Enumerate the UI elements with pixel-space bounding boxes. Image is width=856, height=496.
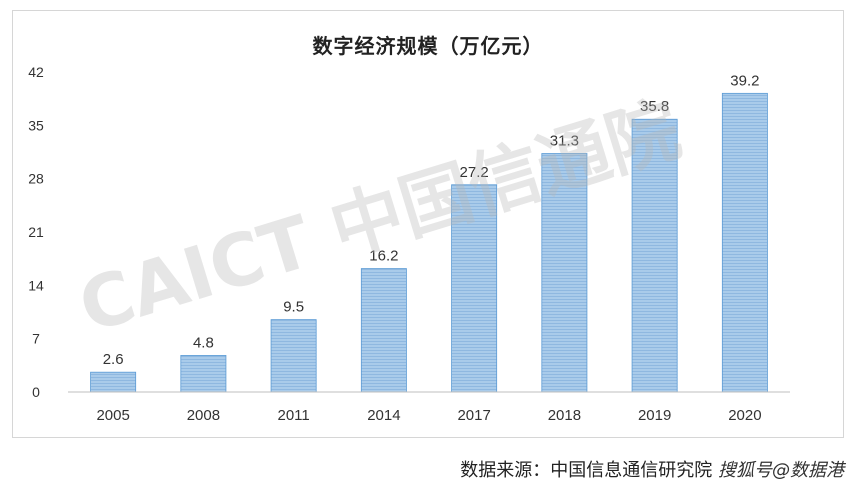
data-label: 39.2 (730, 72, 759, 89)
y-tick-label: 7 (32, 331, 40, 347)
x-tick-label: 2005 (96, 407, 129, 424)
y-tick-label: 28 (28, 171, 44, 187)
data-label: 9.5 (283, 299, 304, 316)
bar-2018 (541, 153, 588, 393)
data-label: 2.6 (103, 351, 124, 368)
x-tick-label: 2020 (728, 407, 761, 424)
source-text: 数据来源：中国信息通信研究院 (460, 460, 713, 481)
data-label: 35.8 (640, 98, 669, 115)
bar-2014 (360, 268, 407, 393)
bar-2005 (90, 371, 137, 393)
chart-title: 数字经济规模（万亿元） (312, 34, 544, 58)
x-tick-label: 2008 (187, 407, 220, 424)
bar-2017 (451, 184, 498, 393)
chart-frame (12, 10, 844, 438)
y-axis: 0 7 14 21 28 35 42 (28, 64, 44, 400)
bar-2011 (270, 319, 317, 393)
bar-2019 (631, 118, 678, 393)
overlay-brand: 搜狐号@数据港 (718, 460, 844, 481)
x-tick-label: 2011 (277, 407, 309, 424)
y-tick-label: 42 (28, 64, 44, 80)
data-label: 27.2 (460, 164, 489, 181)
bars: 2.6 4.8 9.5 16.2 27.2 31.3 35.8 39.2 (90, 72, 768, 393)
bar-2020 (721, 92, 768, 393)
y-tick-label: 21 (28, 224, 44, 240)
data-label: 4.8 (193, 334, 214, 351)
data-label: 16.2 (369, 248, 398, 265)
x-tick-label: 2019 (638, 407, 671, 424)
x-tick-label: 2018 (548, 407, 581, 424)
bar-2008 (180, 355, 227, 393)
source-note: 数据来源：中国信息通信研究院 搜狐号@数据港 (460, 456, 844, 482)
data-label: 31.3 (550, 133, 579, 150)
y-tick-label: 14 (28, 277, 44, 293)
x-tick-label: 2014 (367, 407, 400, 424)
x-tick-label: 2017 (457, 407, 490, 424)
y-tick-label: 35 (28, 117, 44, 133)
y-tick-label: 0 (32, 384, 40, 400)
x-axis: 2005 2008 2011 2014 2017 2018 2019 2020 (68, 391, 790, 424)
